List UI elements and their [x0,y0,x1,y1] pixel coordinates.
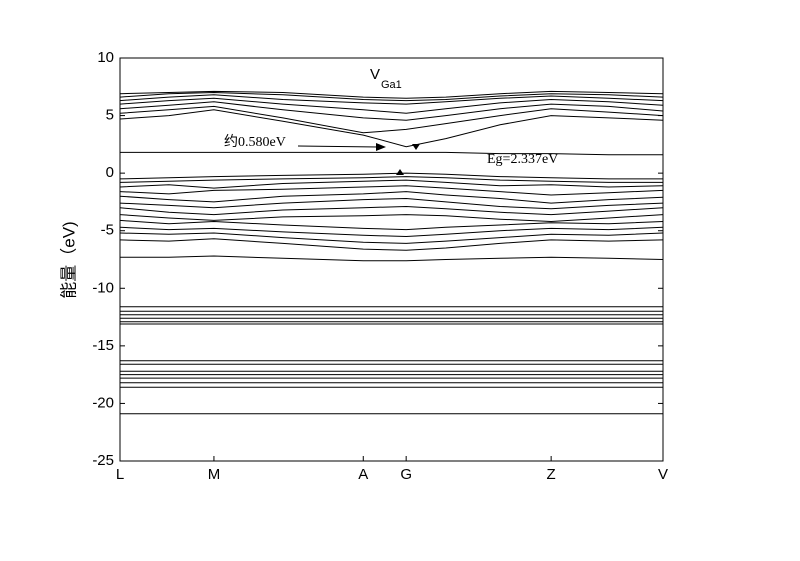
annotation: Eg=2.337eV [487,152,558,167]
band-line [119,179,664,189]
band-line [119,197,664,210]
y-tick-label: -25 [92,452,114,469]
band-line [119,191,664,204]
band-line [119,105,664,134]
band-line [120,255,664,262]
x-tick-label: Z [547,466,556,483]
y-tick-label: -20 [92,394,114,411]
band-line [119,97,664,114]
arrow-head [376,143,386,151]
y-axis-label: 能量（eV) [59,221,78,298]
band-line [119,214,664,223]
plot-frame [119,57,664,462]
band-line [119,90,664,99]
band-line [119,219,664,231]
y-tick-label: -10 [92,279,114,296]
band-line [119,91,664,102]
band-line [119,176,663,183]
band-line [119,185,664,196]
annotation-arrow [297,145,379,148]
chart-title-subscript: Ga1 [381,79,402,91]
annotation: 约0.580eV [224,134,286,150]
band-line [119,205,664,216]
band-line [119,238,664,251]
y-tick-label: 10 [97,49,114,66]
band-line [119,172,663,180]
y-tick-label: -15 [92,337,114,354]
band-line [120,151,663,156]
band-line [119,101,664,121]
band-line [119,109,664,148]
y-tick-label: 5 [106,107,114,124]
x-tick-label: L [116,466,124,483]
x-tick-label: M [208,466,221,483]
band-line [119,232,664,244]
x-tick-label: G [400,466,412,483]
x-tick-label: A [358,466,368,483]
x-tick-label: V [658,466,668,483]
band-line [119,226,664,238]
vbm-marker [396,169,404,175]
chart-title: V [370,66,380,83]
y-tick-label: 0 [106,164,114,181]
y-tick-label: -5 [101,222,114,239]
band-line [119,94,664,105]
